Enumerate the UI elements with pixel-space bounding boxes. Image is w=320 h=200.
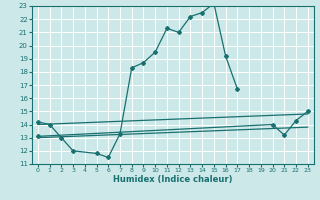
X-axis label: Humidex (Indice chaleur): Humidex (Indice chaleur) [113,175,233,184]
